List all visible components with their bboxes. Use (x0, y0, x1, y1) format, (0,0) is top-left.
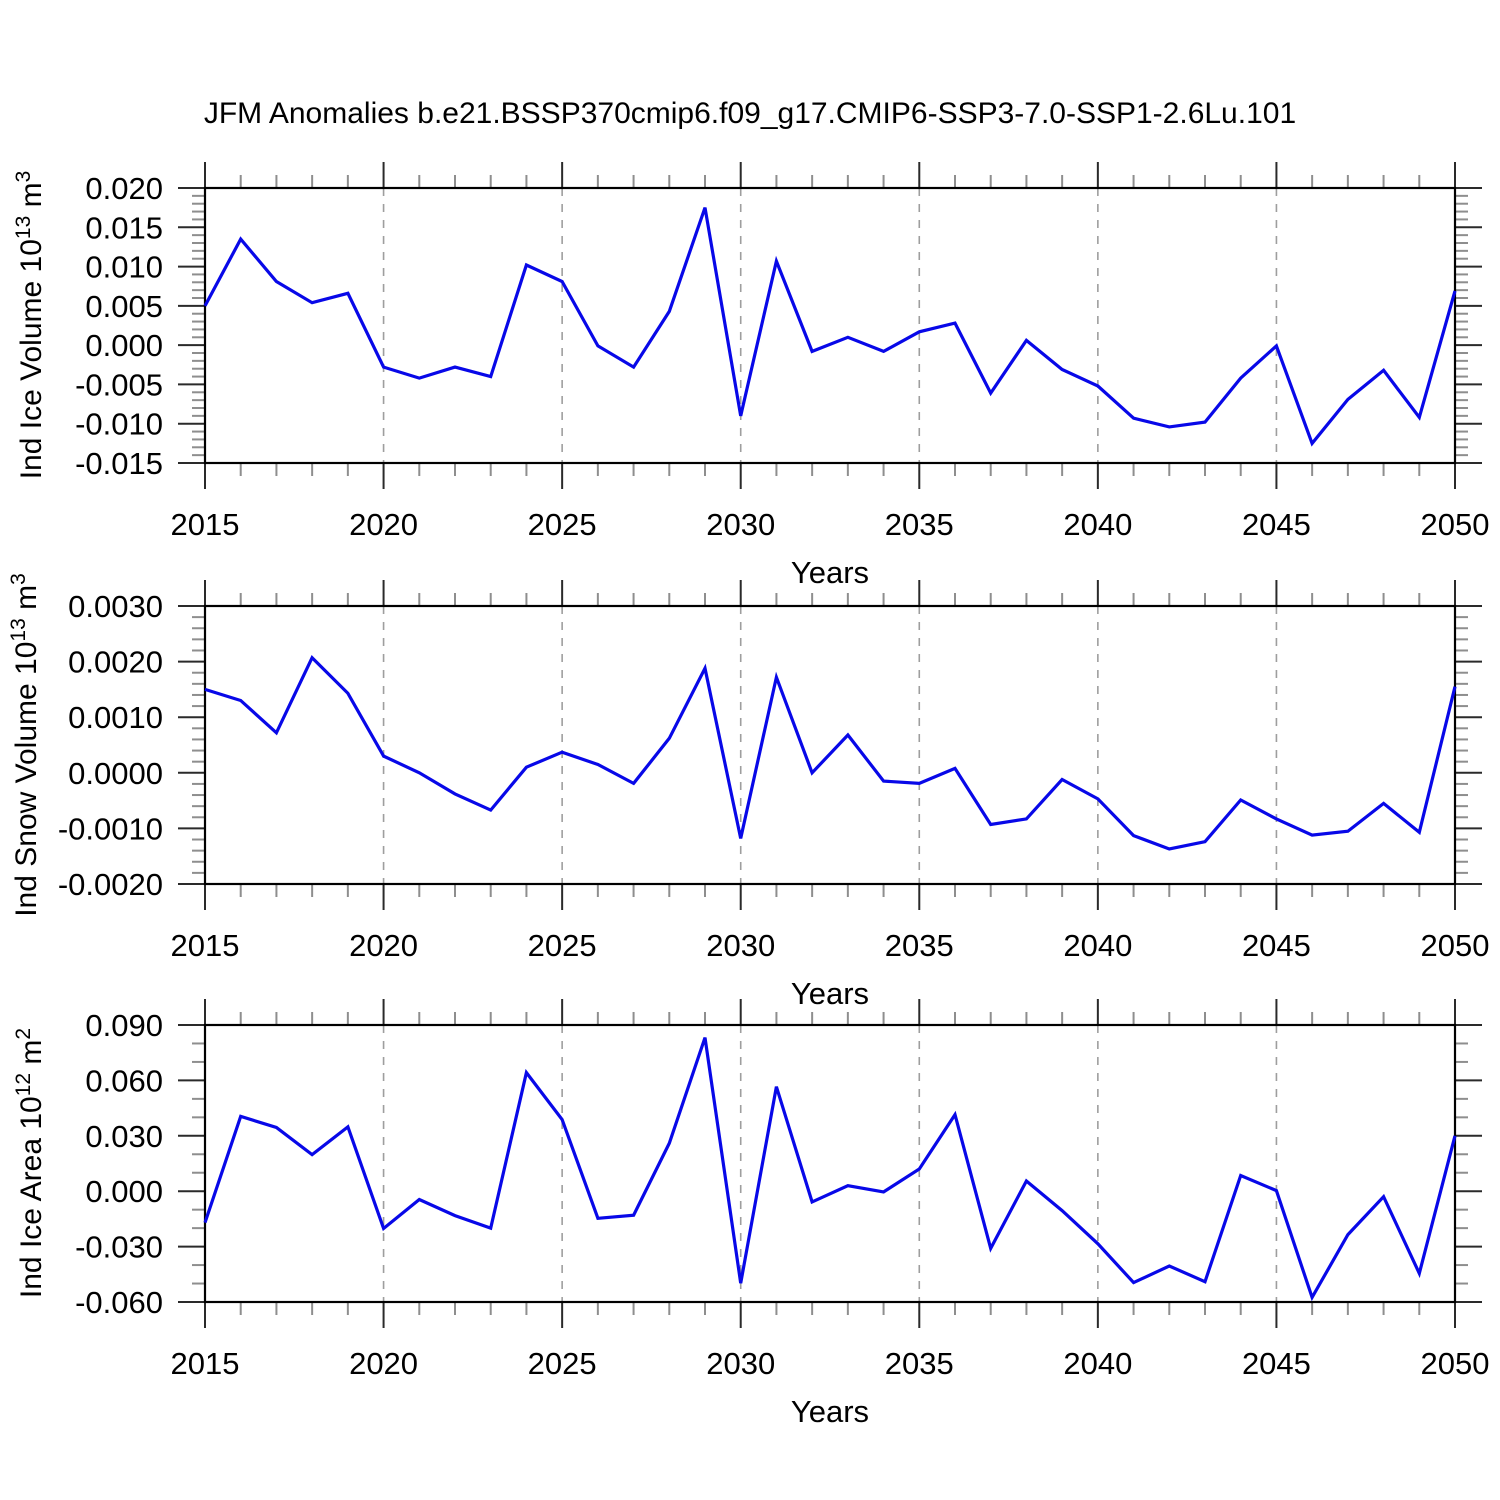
x-tick-label: 2045 (1242, 1346, 1311, 1381)
x-tick-label: 2015 (171, 928, 240, 963)
y-tick-label: -0.0010 (58, 811, 163, 846)
y-axis-title-exponent: 13 (12, 215, 35, 240)
y-axis-title-text: Ind Ice Area 10 (15, 1096, 48, 1299)
x-tick-label: 2020 (349, 928, 418, 963)
y-tick-label: 0.000 (85, 328, 163, 363)
x-tick-label: 2035 (885, 507, 954, 542)
y-axis-title-unit: m (10, 584, 43, 619)
y-axis-title-ice-area: Ind Ice Area 1012 m2 (12, 1027, 49, 1299)
panel-frame (203, 1023, 1457, 1304)
y-axis-title-unit-exponent: 3 (12, 170, 35, 183)
x-tick-label: 2025 (528, 507, 597, 542)
y-axis-title-exponent: 12 (12, 1072, 35, 1097)
data-line (203, 1037, 1457, 1302)
y-axis-title-ice-volume: Ind Ice Volume 1013 m3 (12, 170, 49, 480)
x-tick-label: 2045 (1242, 507, 1311, 542)
x-tick-label: 2020 (349, 507, 418, 542)
x-tick-label: 2020 (349, 1346, 418, 1381)
x-axis-title-panel3: Years (790, 1394, 870, 1429)
y-tick-label: 0.010 (85, 250, 163, 285)
y-tick-label: 0.000 (85, 1174, 163, 1209)
x-tick-label: 2030 (706, 1346, 775, 1381)
y-axis-title-exponent: 13 (7, 618, 30, 642)
y-tick-label: -0.0020 (58, 867, 163, 902)
panel-frame (203, 186, 1457, 465)
y-tick-label: 0.015 (85, 210, 163, 245)
x-tick-label: 2035 (885, 928, 954, 963)
x-tick-label: 2030 (706, 507, 775, 542)
y-axis-title-text: Ind Snow Volume 10 (10, 641, 43, 917)
x-axis-title-panel2: Years (790, 976, 870, 1011)
x-tick-label: 2015 (171, 507, 240, 542)
x-tick-label: 2050 (1421, 507, 1490, 542)
x-tick-label: 2035 (885, 1346, 954, 1381)
chart-title: JFM Anomalies b.e21.BSSP370cmip6.f09_g17… (203, 97, 1297, 130)
data-line (204, 654, 1457, 851)
x-tick-label: 2040 (1063, 507, 1132, 542)
y-axis-title-unit-exponent: 2 (12, 1027, 35, 1040)
y-axis-title-unit: m (15, 182, 48, 216)
x-tick-label: 2030 (706, 928, 775, 963)
y-tick-label: 0.0010 (68, 700, 163, 735)
y-tick-label: -0.005 (75, 367, 163, 402)
panel-2: 0.00300.00200.00100.0000-0.0010-0.002020… (58, 580, 1490, 963)
y-tick-label: 0.090 (85, 1008, 163, 1043)
y-tick-label: -0.060 (75, 1285, 163, 1320)
y-tick-label: -0.010 (75, 407, 163, 442)
y-tick-label: 0.0000 (68, 756, 163, 791)
x-tick-label: 2040 (1063, 1346, 1132, 1381)
x-tick-label: 2050 (1421, 928, 1490, 963)
y-axis-title-snow-volume: Ind Snow Volume 1013 m3 (7, 573, 44, 917)
x-axis-title-panel1: Years (790, 555, 870, 590)
y-axis-title-unit-exponent: 3 (7, 573, 30, 585)
x-tick-label: 2015 (171, 1346, 240, 1381)
y-tick-label: 0.0020 (68, 645, 163, 680)
y-axis-title-text: Ind Ice Volume 10 (15, 239, 48, 480)
y-tick-label: 0.030 (85, 1119, 163, 1154)
y-tick-label: -0.015 (75, 446, 163, 481)
x-tick-label: 2040 (1063, 928, 1132, 963)
x-tick-label: 2045 (1242, 928, 1311, 963)
data-line (203, 207, 1457, 447)
y-tick-label: 0.060 (85, 1063, 163, 1098)
y-tick-label: -0.030 (75, 1230, 163, 1265)
x-tick-label: 2025 (528, 928, 597, 963)
x-tick-label: 2050 (1421, 1346, 1490, 1381)
y-axis-title-unit: m (15, 1039, 48, 1073)
y-tick-label: 0.0030 (68, 589, 163, 624)
y-tick-label: 0.020 (85, 171, 163, 206)
panel-frame (203, 604, 1457, 886)
panel-1: 0.020 0.015 0.010 0.005 0.000 -0.005 -0.010 -0.… (75, 162, 1489, 542)
x-tick-label: 2025 (528, 1346, 597, 1381)
y-tick-label: 0.005 (85, 289, 163, 324)
